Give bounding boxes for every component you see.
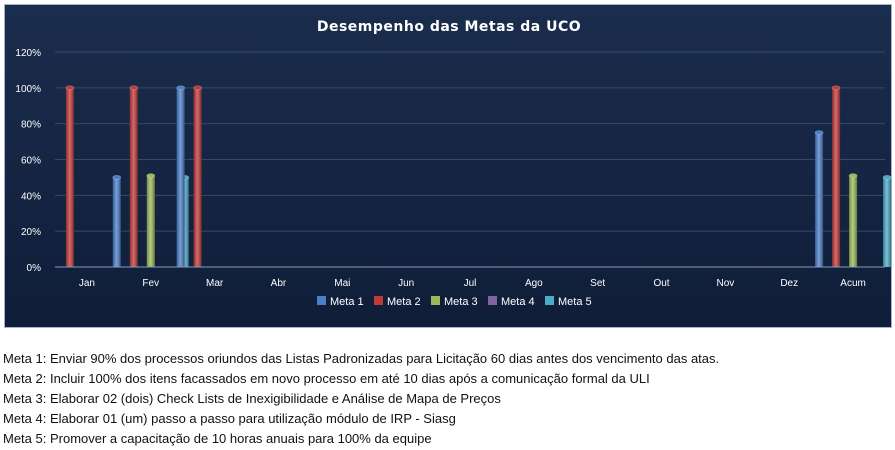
bar-meta-2-jan — [65, 85, 75, 267]
legend-label: Meta 5 — [558, 296, 592, 308]
bar-meta-5-acum — [882, 175, 892, 267]
x-tick-label: Abr — [271, 278, 287, 289]
bar-meta-2-acum — [831, 85, 841, 267]
legend-label: Meta 1 — [330, 296, 364, 308]
bar-meta-3-acum — [848, 173, 858, 267]
legend: Meta 1 Meta 2 Meta 3 Meta 4 Meta 5 — [317, 296, 592, 308]
legend-swatch — [545, 296, 554, 305]
legend-label: Meta 2 — [387, 296, 421, 308]
x-tick-label: Ago — [525, 278, 543, 289]
legend-label: Meta 4 — [501, 296, 535, 308]
bar-meta-1-acum — [814, 130, 824, 267]
y-tick-label: 60% — [21, 156, 41, 167]
x-axis-ticks: Jan Fev Mar Abr Mai Jun Jul Ago Set Out Nov Dez Acum — [79, 278, 866, 289]
bar-meta-2-mar — [193, 85, 202, 267]
legend-label: Meta 3 — [444, 296, 478, 308]
legend-item: Meta 5 — [545, 296, 592, 308]
y-tick-label: 20% — [21, 227, 41, 238]
note-meta-5: Meta 5: Promover a capacitação de 10 hor… — [3, 431, 432, 446]
legend-swatch — [374, 296, 383, 305]
note-meta-4: Meta 4: Elaborar 01 (um) passo a passo p… — [3, 411, 456, 426]
legend-item: Meta 4 — [488, 296, 535, 308]
x-tick-label: Jan — [79, 278, 95, 289]
y-tick-label: 120% — [15, 48, 41, 59]
chart-title: Desempenho das Metas da UCO — [317, 19, 581, 35]
legend-swatch — [317, 296, 326, 305]
note-meta-3: Meta 3: Elaborar 02 (dois) Check Lists d… — [3, 391, 501, 406]
bar-meta-2-fev — [129, 85, 139, 267]
bar-meta-1-fev — [112, 175, 122, 267]
note-meta-1: Meta 1: Enviar 90% dos processos oriundo… — [3, 351, 720, 366]
y-tick-label: 0% — [27, 263, 42, 274]
legend-item: Meta 3 — [431, 296, 478, 308]
bar-chart: Desempenho das Metas da UCO 0% 20% 40% 60% 8… — [15, 19, 892, 308]
legend-swatch — [488, 296, 497, 305]
x-tick-label: Fev — [142, 278, 159, 289]
x-tick-label: Mai — [334, 278, 350, 289]
legend-item: Meta 2 — [374, 296, 421, 308]
bars — [65, 85, 892, 267]
x-tick-label: Set — [590, 278, 605, 289]
x-tick-label: Dez — [780, 278, 798, 289]
bar-meta-1-mar — [176, 85, 185, 267]
bar-meta-3-fev — [146, 173, 156, 267]
y-axis-ticks: 0% 20% 40% 60% 80% 100% 120% — [15, 48, 41, 274]
x-tick-label: Acum — [840, 278, 866, 289]
note-meta-2: Meta 2: Incluir 100% dos itens facassado… — [3, 371, 650, 386]
gridlines — [55, 51, 885, 232]
y-tick-label: 100% — [15, 84, 41, 95]
x-tick-label: Mar — [206, 278, 224, 289]
goal-notes: Meta 1: Enviar 90% dos processos oriundo… — [3, 349, 883, 449]
legend-swatch — [431, 296, 440, 305]
x-tick-label: Jun — [398, 278, 414, 289]
legend-item: Meta 1 — [317, 296, 364, 308]
x-tick-label: Nov — [716, 278, 734, 289]
y-tick-label: 80% — [21, 120, 41, 131]
y-tick-label: 40% — [21, 191, 41, 202]
x-tick-label: Out — [653, 278, 669, 289]
x-tick-label: Jul — [464, 278, 477, 289]
chart-panel: Desempenho das Metas da UCO 0% 20% 40% 60% 8… — [4, 4, 892, 328]
